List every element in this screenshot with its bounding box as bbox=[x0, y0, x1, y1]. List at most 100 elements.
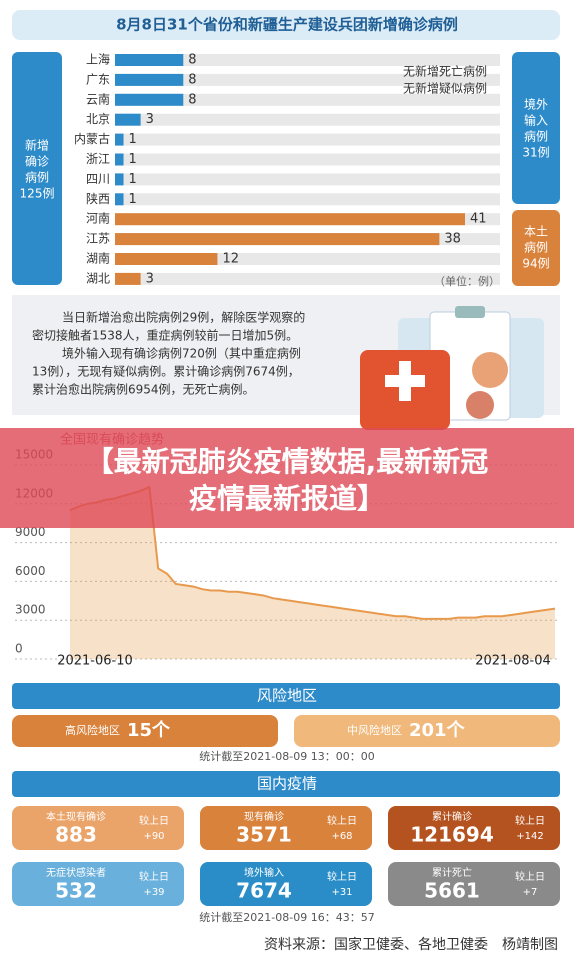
y-tick-label: 6000 bbox=[15, 564, 46, 578]
category-label: 上海 bbox=[86, 52, 110, 67]
annotation: 无新增死亡病例 bbox=[403, 64, 487, 79]
card-label: 现有确诊 bbox=[244, 810, 284, 823]
card-value: 7674 bbox=[236, 879, 292, 903]
card-change-label: 较上日 bbox=[327, 814, 357, 827]
stat-card bbox=[200, 862, 372, 906]
risk-note: 统计截至2021-08-09 13：00：00 bbox=[199, 749, 374, 763]
stat-card bbox=[12, 806, 184, 850]
card-label: 累计死亡 bbox=[432, 866, 472, 879]
category-label: 江苏 bbox=[86, 232, 110, 246]
bar-track bbox=[115, 54, 500, 66]
card-value: 532 bbox=[55, 879, 97, 903]
box-text: 病例 bbox=[524, 240, 548, 255]
bar-track bbox=[115, 73, 500, 86]
value-label: 8 bbox=[188, 53, 196, 68]
local-box bbox=[512, 210, 560, 286]
category-label: 河南 bbox=[86, 211, 110, 226]
x-tick-label: 2021-08-04 bbox=[475, 654, 551, 669]
value-label: 1 bbox=[129, 132, 137, 147]
card-label: 累计确诊 bbox=[432, 810, 472, 823]
title-bar bbox=[12, 10, 560, 40]
note-line: 当日新增治愈出院病例29例，解除医学观察的 bbox=[62, 310, 305, 325]
box-text: 本土 bbox=[524, 225, 548, 239]
bar-track bbox=[115, 133, 500, 146]
y-tick-label: 0 bbox=[15, 642, 23, 656]
value-label: 3 bbox=[146, 112, 154, 127]
box-text: 94例 bbox=[522, 257, 549, 271]
stat-card bbox=[12, 862, 184, 906]
source: 资料来源：国家卫健委、各地卫健委 杨靖制图 bbox=[264, 936, 558, 953]
box-text: 输入 bbox=[524, 113, 548, 128]
box-text: 病例 bbox=[25, 170, 49, 185]
risk-value: 201个 bbox=[409, 719, 466, 741]
banner-text: 疫情最新报道】 bbox=[189, 482, 385, 515]
card-change: +31 bbox=[331, 887, 352, 898]
bar bbox=[115, 193, 124, 206]
bar bbox=[115, 113, 141, 126]
domestic-note: 统计截至2021-08-09 16：43：57 bbox=[199, 910, 374, 924]
card-change: +7 bbox=[523, 887, 538, 898]
stat-card bbox=[388, 862, 560, 906]
title: 8月8日31个省份和新疆生产建设兵团新增确诊病例 bbox=[116, 16, 458, 34]
note-line: 累计治愈出院病例6954例，无死亡病例。 bbox=[32, 382, 255, 397]
section-title: 国内疫情 bbox=[257, 775, 317, 793]
box-text: 新增 bbox=[25, 138, 49, 153]
category-label: 陕西 bbox=[86, 191, 110, 206]
x-tick-label: 2021-06-10 bbox=[57, 654, 133, 669]
section-header bbox=[12, 683, 560, 709]
category-label: 云南 bbox=[86, 91, 110, 106]
note-line: 13例），无现有疑似病例。累计确诊病例7674例， bbox=[32, 364, 300, 379]
box-text: 31例 bbox=[522, 146, 549, 160]
imported-box bbox=[512, 52, 560, 204]
illustration bbox=[360, 306, 544, 430]
bar bbox=[115, 93, 184, 106]
bar bbox=[115, 133, 124, 146]
y-tick-label: 9000 bbox=[15, 525, 46, 539]
bar bbox=[115, 233, 440, 246]
card-label: 无症状感染者 bbox=[46, 866, 106, 879]
bar-track bbox=[115, 153, 500, 166]
value-label: 38 bbox=[444, 232, 461, 247]
card-change-label: 较上日 bbox=[327, 870, 357, 883]
bar-track bbox=[115, 173, 500, 186]
category-label: 广东 bbox=[86, 72, 110, 86]
card-change: +142 bbox=[516, 831, 543, 842]
card-change: +68 bbox=[331, 831, 352, 842]
card-change-label: 较上日 bbox=[515, 870, 545, 883]
stat-card bbox=[200, 806, 372, 850]
value-label: 1 bbox=[129, 152, 137, 167]
value-label: 8 bbox=[188, 72, 196, 87]
category-label: 内蒙古 bbox=[74, 131, 110, 146]
card-label: 境外输入 bbox=[244, 866, 284, 879]
card-value: 5661 bbox=[424, 879, 480, 903]
total-box bbox=[12, 52, 62, 285]
value-label: 41 bbox=[470, 212, 487, 227]
category-label: 湖南 bbox=[86, 251, 110, 266]
section-title: 风险地区 bbox=[257, 687, 317, 705]
category-label: 四川 bbox=[86, 172, 110, 186]
card-change: +90 bbox=[143, 831, 164, 842]
card-value: 883 bbox=[55, 823, 97, 847]
note-line: 境外输入现有确诊病例720例（其中重症病例 bbox=[62, 346, 301, 361]
card-value: 3571 bbox=[236, 823, 292, 847]
bar bbox=[115, 253, 218, 265]
value-label: 1 bbox=[129, 192, 137, 207]
category-label: 浙江 bbox=[86, 152, 110, 166]
card-change: +39 bbox=[143, 887, 164, 898]
value-label: 1 bbox=[129, 172, 137, 187]
section-header bbox=[12, 771, 560, 797]
banner bbox=[0, 428, 574, 528]
risk-label: 中风险地区 bbox=[347, 723, 402, 737]
annotation: 无新增疑似病例 bbox=[403, 81, 487, 96]
y-tick-label: 3000 bbox=[15, 603, 46, 617]
area bbox=[70, 487, 555, 659]
bar bbox=[115, 54, 184, 66]
box-text: 125例 bbox=[20, 187, 55, 201]
card-change-label: 较上日 bbox=[139, 870, 169, 883]
bar bbox=[115, 153, 124, 166]
value-label: 12 bbox=[222, 252, 239, 267]
value-label: 8 bbox=[188, 92, 196, 107]
value-label: 3 bbox=[146, 271, 154, 286]
risk-label: 高风险地区 bbox=[65, 723, 120, 737]
